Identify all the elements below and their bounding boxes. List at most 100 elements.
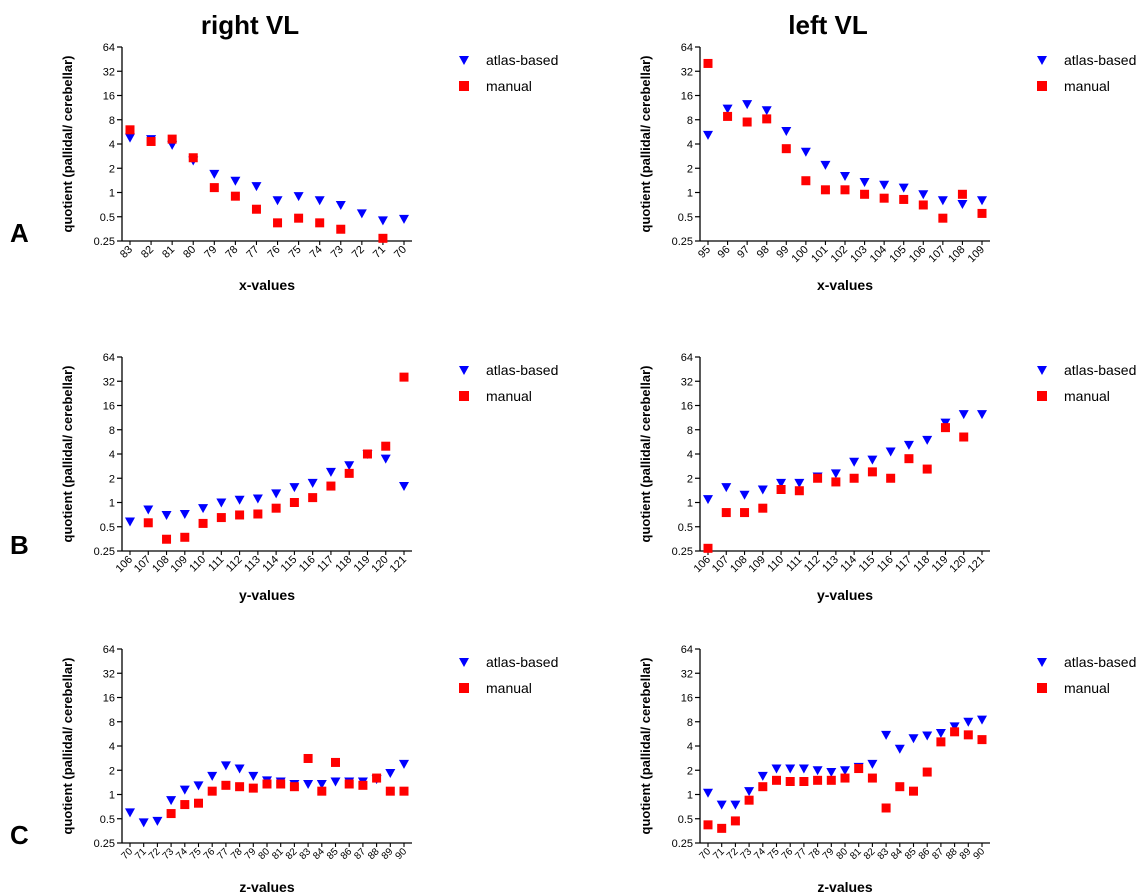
x-tick-label: 74: [308, 244, 325, 261]
y-tick-label: 1: [687, 188, 693, 200]
x-tick-label: 71: [371, 244, 388, 261]
data-point-manual: [742, 117, 752, 127]
chart-panel-c-left: 0.250.5124816326470717273747576777879808…: [638, 644, 1136, 895]
legend-marker-atlas: [1037, 56, 1047, 65]
x-tick-label: 110: [765, 554, 786, 575]
data-point-atlas: [248, 771, 259, 781]
chart-panel-b-left: 0.250.5124816326410610710810911011111211…: [638, 352, 1136, 603]
data-point-manual: [308, 493, 318, 503]
y-tick-label: 8: [687, 717, 693, 729]
data-point-atlas: [234, 495, 245, 505]
data-point-atlas: [344, 461, 355, 471]
x-tick-label: 117: [315, 554, 336, 575]
x-tick-label: 119: [352, 554, 373, 575]
x-tick-label: 105: [887, 244, 908, 265]
x-tick-label: 103: [848, 244, 869, 265]
y-tick-label: 1: [109, 790, 115, 802]
data-point-manual: [358, 780, 368, 790]
data-point-atlas: [125, 808, 135, 818]
x-tick-label: 102: [829, 244, 850, 265]
data-point-atlas: [730, 800, 741, 810]
legend-label: atlas-based: [486, 654, 558, 670]
data-point-manual: [959, 432, 969, 442]
x-tick-label: 90: [971, 846, 987, 862]
legend-marker-atlas: [1037, 658, 1047, 667]
col-title-right: right VL: [200, 10, 300, 40]
y-tick-label: 32: [103, 66, 115, 78]
data-point-atlas: [771, 764, 782, 774]
x-tick-label: 70: [392, 244, 409, 261]
data-point-manual: [385, 786, 395, 796]
data-point-manual: [840, 773, 850, 783]
data-point-manual: [253, 509, 263, 519]
data-point-manual: [209, 183, 219, 193]
data-point-manual: [801, 176, 811, 186]
data-point-manual: [879, 193, 889, 203]
data-point-manual: [813, 473, 823, 483]
legend-label: manual: [1064, 78, 1110, 94]
row-label-b: B: [10, 530, 29, 560]
data-point-manual: [276, 779, 286, 789]
data-point-manual: [331, 757, 340, 767]
data-point-manual: [180, 532, 190, 542]
y-tick-label: 2: [687, 163, 693, 175]
y-axis-title: quotient (pallidal/ cerebellar): [60, 56, 75, 233]
y-tick-label: 8: [687, 425, 693, 437]
data-point-manual: [940, 423, 950, 433]
data-point-manual: [794, 486, 804, 496]
data-point-manual: [772, 775, 781, 785]
data-point-atlas: [739, 490, 750, 500]
data-point-atlas: [744, 787, 755, 797]
legend-label: manual: [1064, 388, 1110, 404]
x-tick-label: 97: [735, 244, 752, 261]
data-point-atlas: [957, 199, 968, 209]
x-tick-label: 115: [279, 554, 300, 575]
data-point-manual: [723, 111, 733, 121]
data-point-manual: [207, 786, 217, 796]
legend-label: manual: [486, 388, 532, 404]
y-tick-label: 64: [681, 644, 693, 656]
y-tick-label: 0.25: [672, 236, 693, 248]
x-tick-label: 113: [242, 554, 263, 575]
data-point-manual: [938, 213, 948, 223]
data-point-atlas: [757, 485, 768, 495]
data-point-atlas: [721, 483, 732, 493]
data-point-manual: [703, 820, 713, 830]
y-tick-label: 32: [681, 376, 693, 388]
y-tick-label: 0.25: [94, 236, 115, 248]
data-point-atlas: [785, 764, 796, 774]
data-point-manual: [867, 467, 877, 477]
y-tick-label: 0.5: [100, 212, 115, 224]
x-tick-label: 83: [118, 244, 135, 261]
data-point-manual: [703, 58, 713, 68]
x-tick-label: 104: [868, 244, 889, 265]
data-point-atlas: [898, 183, 909, 193]
y-tick-label: 4: [109, 139, 115, 151]
x-tick-label: 106: [692, 554, 713, 575]
data-point-manual: [854, 764, 864, 774]
data-point-manual: [826, 775, 836, 785]
data-point-manual: [840, 185, 850, 195]
x-tick-label: 109: [966, 244, 987, 265]
x-tick-label: 77: [244, 244, 261, 261]
data-point-atlas: [143, 505, 154, 515]
data-point-manual: [717, 823, 727, 833]
data-point-manual: [162, 534, 172, 544]
data-point-manual: [849, 473, 859, 483]
data-point-atlas: [881, 730, 892, 740]
data-point-manual: [194, 798, 203, 808]
data-point-manual: [721, 508, 731, 518]
data-point-atlas: [209, 169, 220, 179]
data-point-atlas: [293, 192, 304, 202]
y-axis-title: quotient (pallidal/ cerebellar): [638, 366, 653, 543]
x-tick-label: 113: [820, 554, 841, 575]
x-tick-label: 121: [966, 554, 987, 575]
legend-marker-atlas: [459, 658, 469, 667]
data-point-manual: [125, 125, 135, 135]
data-point-manual: [904, 454, 914, 464]
y-tick-label: 8: [109, 717, 115, 729]
legend-label: atlas-based: [486, 362, 558, 378]
x-tick-label: 109: [746, 554, 767, 575]
data-point-manual: [289, 498, 299, 507]
